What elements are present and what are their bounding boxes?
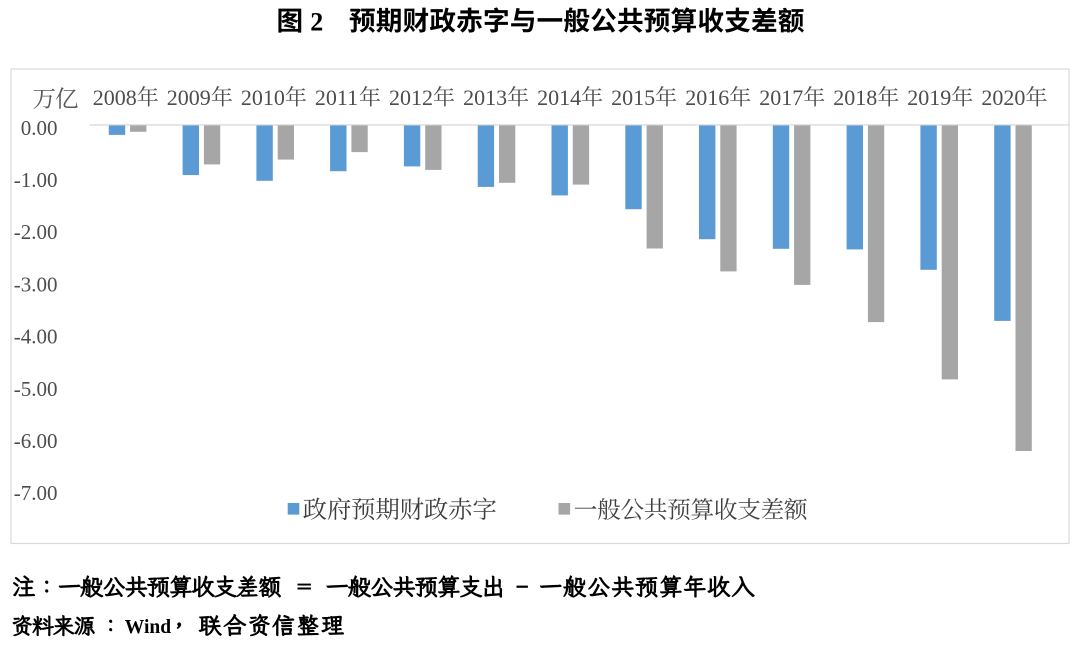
svg-text:-3.00: -3.00 — [14, 272, 58, 296]
svg-text:2013: 2013 — [463, 85, 507, 110]
svg-text:Wind: Wind — [125, 617, 171, 638]
svg-text:2010: 2010 — [241, 85, 285, 110]
svg-text:2018: 2018 — [833, 85, 877, 110]
svg-text:-5.00: -5.00 — [14, 377, 58, 401]
svg-text:-6.00: -6.00 — [14, 429, 58, 453]
svg-text:2008: 2008 — [93, 85, 137, 110]
svg-text:2019: 2019 — [907, 85, 951, 110]
svg-text:2014: 2014 — [537, 85, 581, 110]
svg-text:2: 2 — [310, 8, 323, 37]
svg-text:2011: 2011 — [315, 85, 358, 110]
svg-text:2009: 2009 — [167, 85, 211, 110]
svg-text:2020: 2020 — [981, 85, 1025, 110]
svg-text:2015: 2015 — [611, 85, 655, 110]
svg-text:-7.00: -7.00 — [14, 481, 58, 505]
svg-text:2012: 2012 — [389, 85, 433, 110]
svg-text:2016: 2016 — [685, 85, 729, 110]
svg-text:2017: 2017 — [759, 85, 803, 110]
svg-text:-4.00: -4.00 — [14, 325, 58, 349]
svg-text:-2.00: -2.00 — [14, 220, 58, 244]
svg-text:0.00: 0.00 — [21, 116, 58, 140]
svg-text:-1.00: -1.00 — [14, 168, 58, 192]
